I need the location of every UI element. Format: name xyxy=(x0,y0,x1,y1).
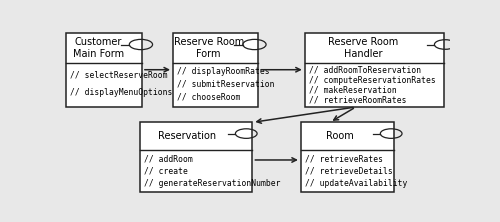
Text: // displayRoomRates: // displayRoomRates xyxy=(177,67,270,76)
Text: // displayMenuOptions: // displayMenuOptions xyxy=(70,88,172,97)
Text: // chooseRoom: // chooseRoom xyxy=(177,93,240,101)
Text: // makeReservation: // makeReservation xyxy=(308,85,396,94)
Text: // selectReserveRoom: // selectReserveRoom xyxy=(70,70,168,79)
Text: Reserve Room
Handler: Reserve Room Handler xyxy=(328,37,398,59)
Text: // retrieveRates: // retrieveRates xyxy=(304,155,382,164)
Bar xyxy=(304,34,444,107)
Text: // retrieveRoomRates: // retrieveRoomRates xyxy=(308,95,406,104)
Bar xyxy=(301,122,394,192)
Text: // generateReservationNumber: // generateReservationNumber xyxy=(144,178,280,188)
Text: Customer
Main Form: Customer Main Form xyxy=(72,37,124,59)
Text: // submitReservation: // submitReservation xyxy=(177,80,274,89)
Text: // updateAvailability: // updateAvailability xyxy=(304,178,407,188)
Text: Reserve Room
Form: Reserve Room Form xyxy=(174,37,244,59)
Bar xyxy=(66,34,142,107)
Bar xyxy=(140,122,252,192)
Text: Reservation: Reservation xyxy=(158,131,216,141)
Text: // retrieveDetails: // retrieveDetails xyxy=(304,166,392,176)
Text: // computeReservationRates: // computeReservationRates xyxy=(308,76,436,85)
Text: // addRoomToReservation: // addRoomToReservation xyxy=(308,66,420,75)
Text: // create: // create xyxy=(144,166,188,176)
Text: // addRoom: // addRoom xyxy=(144,155,192,164)
Bar xyxy=(173,34,258,107)
Text: Room: Room xyxy=(326,131,353,141)
